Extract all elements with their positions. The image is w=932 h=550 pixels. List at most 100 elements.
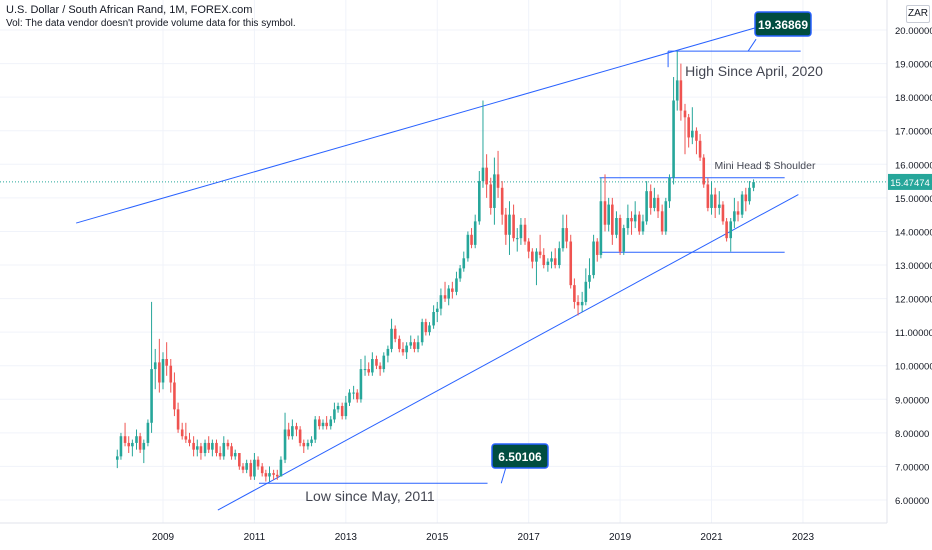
candle-body (618, 218, 622, 252)
candle-body (272, 473, 275, 475)
high-label: High Since April, 2020 (685, 63, 823, 79)
candle-body (706, 184, 710, 208)
candle-body (713, 194, 717, 208)
candle-body (291, 426, 294, 437)
candle-body (455, 278, 458, 292)
low-label: Low since May, 2011 (305, 488, 435, 504)
candle-body (573, 285, 576, 302)
candle-body (478, 181, 481, 222)
candle-body (489, 184, 493, 208)
candle-body (313, 419, 317, 440)
candle-body (542, 254, 546, 266)
candle-body (367, 369, 370, 373)
y-tick-label: 7.00000 (895, 462, 929, 473)
trendlines (76, 26, 801, 511)
y-tick-label: 13.00000 (895, 261, 932, 272)
candle-body (512, 214, 515, 239)
candle-body (538, 251, 542, 255)
candle-body (744, 194, 748, 202)
candle-body (717, 204, 721, 208)
candle-body (428, 325, 431, 333)
candle-body (458, 268, 462, 279)
candle-body (283, 429, 287, 460)
candle-body (527, 241, 530, 252)
candle-body (508, 214, 511, 235)
high-callout-text: 19.36869 (758, 18, 808, 32)
candle-body (325, 422, 328, 427)
candle-body (420, 322, 424, 343)
candle-body (230, 446, 233, 457)
candle-body (584, 281, 588, 302)
candle-body (630, 218, 633, 222)
candle-body (405, 345, 408, 353)
candle-body (115, 456, 119, 460)
annotations-layer: 19.36869 6.50106 High Since April, 2020 Low… (305, 11, 823, 504)
candle-body (515, 238, 519, 240)
x-tick-label: 2019 (609, 532, 632, 543)
candle-body (336, 406, 340, 410)
candle-body (375, 359, 378, 366)
candle-body (146, 422, 150, 443)
last-price-tag (888, 173, 932, 190)
y-tick-label: 11.00000 (895, 328, 932, 339)
candle-body (207, 442, 211, 450)
low-callout-text: 6.50106 (498, 450, 542, 464)
candle-body (310, 439, 313, 443)
candle-body (203, 442, 207, 454)
candle-body (165, 359, 168, 366)
currency-label[interactable]: ZAR (906, 5, 930, 23)
lower-trendline (217, 194, 799, 511)
candle-body (546, 261, 550, 266)
candle-body (188, 439, 191, 443)
candle-body (390, 328, 393, 349)
y-tick-label: 15.00000 (895, 194, 932, 205)
candle-body (626, 218, 630, 229)
candle-body (679, 80, 683, 111)
candle-body (481, 167, 485, 182)
candle-body (295, 426, 298, 430)
y-tick-label: 20.00000 (895, 26, 932, 37)
candle-body (298, 429, 302, 443)
candle-body (264, 473, 268, 477)
candle-body (443, 295, 447, 299)
candle-body (333, 409, 336, 420)
candle-body (748, 187, 751, 202)
candle-body (473, 221, 477, 245)
candle-body (222, 442, 226, 457)
grid-lines (0, 0, 887, 523)
candle-body (672, 100, 675, 178)
candle-body (348, 392, 351, 403)
candle-body (698, 140, 702, 158)
candle-body (256, 459, 260, 467)
candle-body (253, 459, 256, 477)
candle-body (340, 406, 344, 417)
candle-body (199, 446, 203, 454)
candle-body (169, 365, 173, 383)
candle-body (569, 241, 573, 286)
candle-body (550, 258, 553, 262)
candle-body (363, 369, 367, 371)
candle-body (355, 392, 359, 400)
high-callout-connector (747, 38, 757, 52)
candle-body (260, 466, 264, 474)
candle-body (150, 369, 153, 423)
y-tick-label: 17.00000 (895, 127, 932, 138)
candle-body (192, 442, 195, 450)
candle-body (371, 359, 374, 373)
candle-body (238, 453, 241, 467)
low-callout-box (491, 443, 549, 469)
x-tick-label: 2015 (426, 532, 449, 543)
price-axis[interactable]: 6.00000 7.00000 8.00000 9.00000 10.00000 11.0… (888, 26, 932, 507)
candle-body (321, 422, 325, 427)
y-tick-label: 19.00000 (895, 60, 932, 71)
candle-body (622, 228, 626, 252)
candle-body (279, 459, 283, 477)
candle-body (382, 355, 386, 370)
candle-body (218, 453, 222, 457)
candle-body (462, 258, 466, 269)
time-axis[interactable]: 2009 2011 2013 2015 2017 2019 2021 2023 (152, 532, 815, 543)
candle-body (173, 382, 176, 410)
candle-body (215, 442, 218, 454)
candle-body (615, 218, 618, 235)
